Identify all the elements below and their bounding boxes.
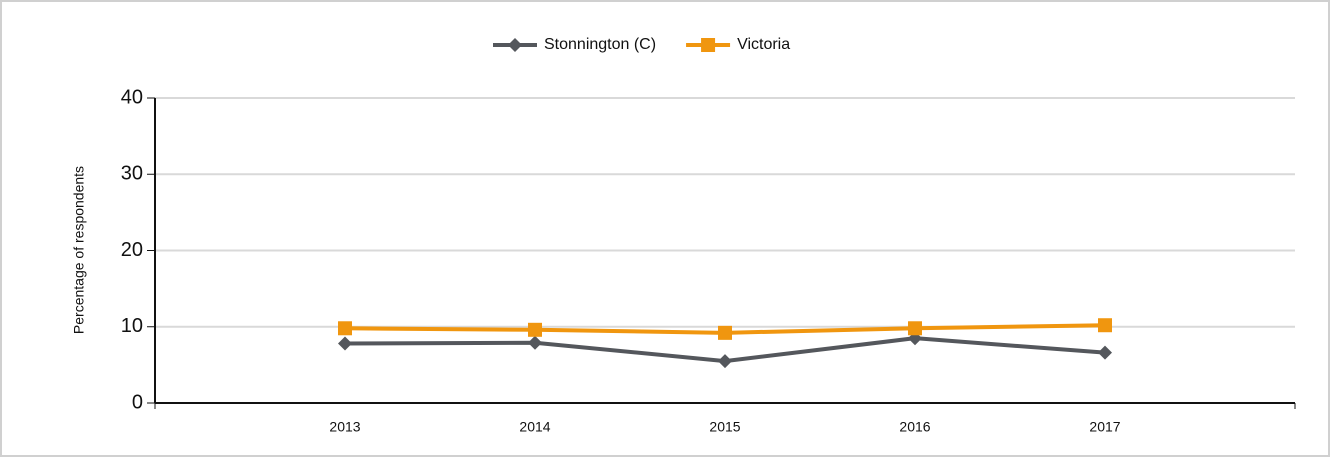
- marker: [1098, 345, 1112, 360]
- y-tick-label: 20: [121, 239, 143, 261]
- y-tick-label: 30: [121, 163, 143, 185]
- marker: [338, 321, 352, 336]
- marker: [718, 354, 732, 369]
- legend-label: Stonnington (C): [544, 36, 656, 53]
- marker: [1098, 318, 1112, 333]
- x-tick-label: 2013: [329, 419, 360, 435]
- marker: [718, 325, 732, 340]
- y-tick-label: 0: [132, 391, 143, 413]
- legend: Stonnington (C) Victoria: [493, 36, 790, 53]
- marker: [908, 321, 922, 336]
- legend-label: Victoria: [737, 36, 790, 53]
- marker: [701, 38, 716, 52]
- marker: [338, 336, 352, 351]
- x-tick-label: 2016: [899, 419, 930, 435]
- marker: [528, 335, 542, 350]
- x-tick-label: 2014: [519, 419, 550, 435]
- y-axis-title: Percentage of respondents: [71, 166, 87, 334]
- x-tick-label: 2015: [709, 419, 740, 435]
- x-tick-label: 2017: [1089, 419, 1120, 435]
- marker: [508, 38, 522, 52]
- marker: [528, 322, 542, 337]
- y-tick-label: 10: [121, 315, 143, 337]
- y-tick-label: 40: [121, 86, 143, 108]
